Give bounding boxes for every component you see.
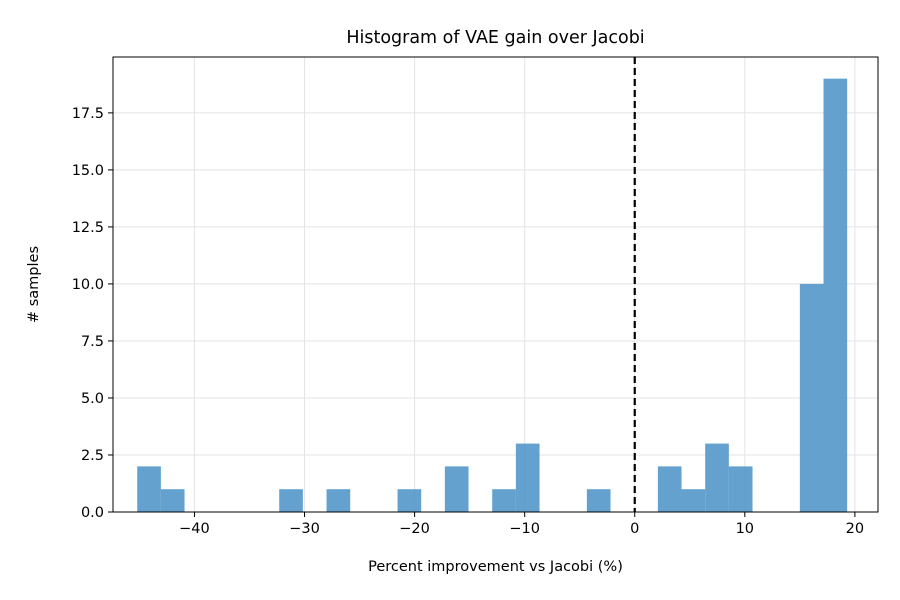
x-tick-label: 20: [846, 521, 864, 537]
histogram-bar: [326, 489, 351, 512]
y-tick-label: 7.5: [81, 334, 104, 350]
histogram-bar: [728, 466, 753, 512]
y-tick-label: 2.5: [81, 448, 104, 464]
histogram-bar: [705, 443, 729, 512]
axis-ticks: −40 −30 −20 −10 0 10 20 0.0 2.5 5.0 7.5 10.0 12.5 15.…: [72, 106, 864, 537]
histogram-bar: [657, 466, 682, 512]
x-tick-label: −10: [509, 521, 540, 537]
histogram-bar: [279, 489, 303, 512]
histogram-bar: [586, 489, 611, 512]
histogram-bar: [160, 489, 185, 512]
y-tick-label: 5.0: [81, 391, 104, 407]
x-axis-label: Percent improvement vs Jacobi (%): [368, 559, 623, 575]
y-tick-label: 17.5: [72, 106, 104, 122]
x-tick-label: 0: [630, 521, 639, 537]
histogram-bar: [444, 466, 469, 512]
histogram-bar: [799, 283, 824, 512]
histogram-bar: [137, 466, 161, 512]
x-tick-label: −30: [289, 521, 320, 537]
histogram-bar: [397, 489, 422, 512]
histogram-bar: [681, 489, 706, 512]
histogram-bar: [492, 489, 516, 512]
chart-title: Histogram of VAE gain over Jacobi: [346, 28, 644, 48]
histogram-bar: [823, 78, 848, 513]
histogram-bar: [515, 443, 540, 512]
x-tick-label: −20: [399, 521, 430, 537]
histogram-bars: [137, 78, 848, 513]
x-tick-label: 10: [736, 521, 754, 537]
y-tick-label: 10.0: [72, 277, 104, 293]
plot-frame: [112, 56, 879, 513]
x-tick-label: −40: [179, 521, 210, 537]
y-tick-label: 15.0: [72, 163, 104, 179]
y-tick-label: 12.5: [72, 220, 104, 236]
y-tick-label: 0.0: [81, 505, 104, 521]
y-axis-label: # samples: [26, 246, 42, 323]
